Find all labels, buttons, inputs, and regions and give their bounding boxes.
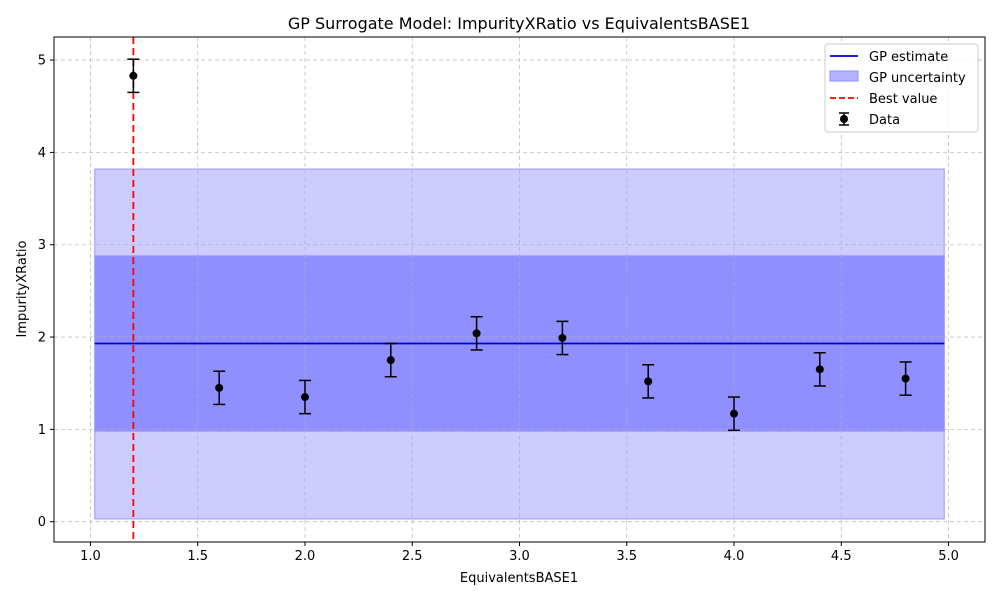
x-tick-label-0: 1.0 <box>80 549 101 564</box>
data-point-3 <box>298 379 311 415</box>
data-marker <box>558 333 567 342</box>
data-point-6 <box>556 320 569 356</box>
legend-gp-estimate-label: GP estimate <box>869 50 948 65</box>
data-marker <box>300 393 309 402</box>
legend: GP estimate GP uncertainty Best value Da… <box>824 43 979 133</box>
data-marker <box>815 365 824 374</box>
y-tick-label-5: 5 <box>38 54 46 69</box>
y-tick-label-4: 4 <box>38 146 46 161</box>
x-tick-label-6: 4.0 <box>724 549 745 564</box>
legend-data-label: Data <box>869 113 900 128</box>
legend-gp-uncertainty-label: GP uncertainty <box>869 71 966 86</box>
x-axis-label: EquivalentsBASE1 <box>460 571 578 586</box>
data-marker <box>901 374 910 383</box>
x-tick-label-8: 5.0 <box>938 549 959 564</box>
data-point-8 <box>728 396 741 432</box>
legend-box <box>824 43 979 133</box>
y-tick-label-1: 1 <box>38 423 46 438</box>
data-marker <box>129 71 138 80</box>
data-point-4 <box>384 342 397 378</box>
data-point-10 <box>899 361 912 396</box>
data-marker <box>215 383 224 392</box>
x-tick-label-1: 1.5 <box>187 549 208 564</box>
data-point-7 <box>642 363 655 399</box>
y-tick-label-0: 0 <box>38 515 46 530</box>
data-point-5 <box>470 315 483 351</box>
data-marker <box>386 356 395 365</box>
legend-gp-uncertainty-swatch <box>829 70 859 82</box>
x-tick-label-3: 2.5 <box>402 549 423 564</box>
data-marker <box>472 329 481 338</box>
x-tick-label-4: 3.0 <box>509 549 530 564</box>
y-axis-label: ImpurityXRatio <box>15 240 30 337</box>
data-marker <box>730 409 739 418</box>
x-tick-label-7: 4.5 <box>831 549 852 564</box>
data-point-9 <box>813 351 826 387</box>
legend-data-swatch <box>839 112 849 126</box>
data-point-1 <box>127 58 140 94</box>
data-point-2 <box>213 370 226 406</box>
x-tick-label-2: 2.0 <box>295 549 316 564</box>
data-marker <box>644 377 653 386</box>
y-tick-label-2: 2 <box>38 331 46 346</box>
legend-best-value-label: Best value <box>869 92 937 107</box>
x-tick-label-5: 3.5 <box>616 549 637 564</box>
y-tick-label-3: 3 <box>38 238 46 253</box>
chart-title: GP Surrogate Model: ImpurityXRatio vs Eq… <box>288 14 750 33</box>
